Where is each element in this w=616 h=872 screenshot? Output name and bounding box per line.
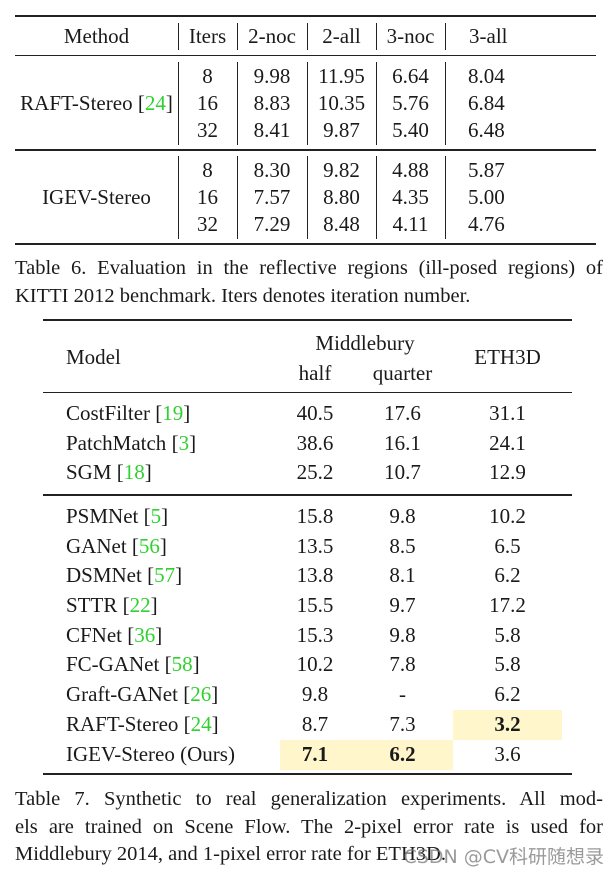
table6-cell: 9.82	[323, 158, 360, 182]
table6-top-rule	[15, 15, 596, 17]
table6-header-2noc: 2-noc	[248, 24, 296, 48]
citation-link[interactable]: 18	[123, 460, 145, 484]
citation-link[interactable]: 5	[150, 504, 162, 528]
table6-method-igev-stereo: IGEV-Stereo	[42, 185, 151, 209]
table6-cell: 4.35	[392, 185, 429, 209]
table6-cell: 8	[202, 64, 213, 88]
table6-cell: 5.87	[468, 158, 505, 182]
table6-cell: 5.00	[468, 185, 505, 209]
citation-link[interactable]: 36	[134, 623, 156, 647]
table6-cell: 5.76	[392, 91, 429, 115]
table7-header-eth3d: ETH3D	[474, 345, 541, 369]
table6-cell: 11.95	[318, 64, 365, 88]
table6-cell: 32	[197, 118, 218, 142]
table7-header-quarter: quarter	[372, 361, 433, 385]
table6-cell: 10.35	[317, 91, 366, 115]
citation-link[interactable]: 24	[144, 91, 166, 115]
table6-vline	[237, 23, 239, 50]
table6-cell: 4.76	[468, 212, 505, 236]
table6-cell: 8.48	[323, 212, 360, 236]
table6-vline	[376, 62, 378, 145]
table6-cell: 7.29	[253, 212, 291, 236]
best-quarter-value: 6.2	[389, 742, 416, 766]
table6-cell: 9.87	[323, 118, 360, 142]
table6-header-iters: Iters	[188, 24, 227, 48]
table6-cell: 6.64	[392, 64, 429, 88]
table6-vline	[445, 23, 447, 50]
table6-cell: 6.48	[468, 118, 505, 142]
table6-cell: 8.30	[253, 158, 291, 182]
table6-vline	[178, 62, 180, 145]
citation-link[interactable]: 57	[154, 563, 176, 587]
table6-vline	[178, 23, 180, 50]
table6-vline	[376, 23, 378, 50]
best-result-highlight	[280, 740, 453, 770]
citation-link[interactable]: 56	[138, 534, 160, 558]
table6-header-2all: 2-all	[322, 24, 361, 48]
citation-link[interactable]: 58	[171, 652, 193, 676]
table6-header-rule	[15, 55, 596, 57]
table6-header-method: Method	[63, 24, 130, 48]
table6-caption: Table 6. Evaluation in the reflective re…	[15, 257, 603, 307]
table6-header-3noc: 3-noc	[386, 24, 435, 48]
best-result-highlight	[453, 710, 562, 740]
table7-header-middlebury: Middlebury	[315, 331, 415, 355]
table7-bottom-rule	[43, 773, 572, 775]
citation-link[interactable]: 19	[162, 401, 184, 425]
best-half-value: 7.1	[301, 742, 329, 766]
table6-vline	[178, 156, 180, 239]
table6-vline	[445, 62, 447, 145]
table6-cell: 7.57	[253, 185, 291, 209]
table6-cell: 8	[202, 158, 213, 182]
table6-vline	[237, 156, 239, 239]
table6-cell: 16	[197, 91, 218, 115]
table6-cell: 4.88	[392, 158, 429, 182]
table6-vline	[307, 156, 309, 239]
table6-cell: 6.84	[468, 91, 505, 115]
table6-header-3all: 3-all	[469, 24, 508, 48]
table7-header-rule	[43, 392, 572, 394]
table6-method-raft-stereo: RAFT-Stereo [24]	[20, 91, 173, 115]
table6-cell: 16	[197, 185, 218, 209]
table6-cell: 5.40	[392, 118, 429, 142]
citation-link[interactable]: 26	[190, 682, 212, 706]
table6-cell: 4.11	[392, 212, 429, 236]
table6-vline	[307, 23, 309, 50]
table7-caption: Table 7. Synthetic to real generalizatio…	[15, 788, 603, 865]
table6-group-rule	[15, 149, 596, 151]
table6-cell: 8.80	[323, 185, 360, 209]
table7-header-half: half	[298, 361, 332, 385]
table6-cell: 9.98	[253, 64, 291, 88]
citation-link[interactable]: 3	[178, 431, 190, 455]
citation-link[interactable]: 22	[129, 593, 151, 617]
table6-cell: 32	[197, 212, 218, 236]
table6-cell: 8.83	[253, 91, 291, 115]
best-eth3d-value: 3.2	[494, 712, 521, 736]
table6-vline	[307, 62, 309, 145]
table7-header-model: Model	[66, 345, 121, 369]
table6-vline	[445, 156, 447, 239]
table6-cell: 8.41	[253, 118, 291, 142]
citation-link[interactable]: 24	[190, 712, 212, 736]
table6-cell: 8.04	[468, 64, 505, 88]
table7-group-rule	[43, 494, 572, 496]
watermark: CSDN @CV科研随想录	[403, 846, 604, 868]
table7-top-rule	[43, 319, 572, 321]
table6-vline	[376, 156, 378, 239]
table6-vline	[237, 62, 239, 145]
table6-bottom-rule	[15, 243, 596, 245]
